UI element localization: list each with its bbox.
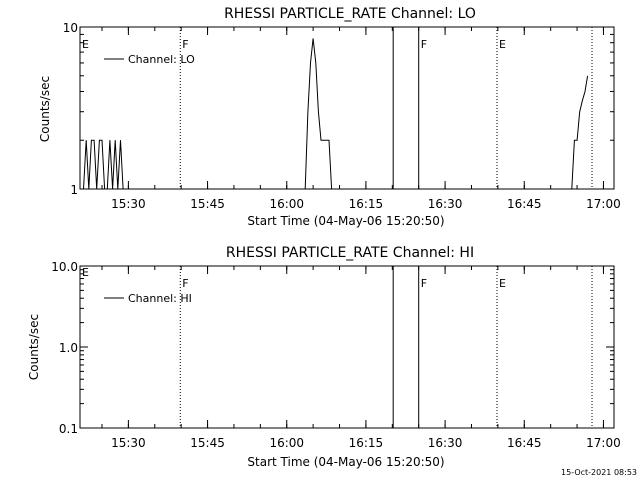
legend-label: Channel: HI — [128, 292, 192, 305]
x-tick-label: 15:45 — [190, 197, 225, 211]
x-tick-label: 16:00 — [269, 436, 304, 450]
x-tick-label: 16:45 — [507, 436, 542, 450]
x-tick-label: 17:00 — [586, 436, 621, 450]
x-axis-label: Start Time (04-May-06 15:20:50) — [247, 214, 444, 228]
x-tick-label: 15:30 — [111, 436, 146, 450]
legend-label: Channel: LO — [128, 53, 195, 66]
footer-timestamp: 15-Oct-2021 08:53 — [561, 468, 637, 477]
plot-frame — [79, 265, 615, 429]
event-marker-label: E — [499, 38, 506, 51]
x-tick-label: 16:30 — [428, 197, 463, 211]
y-tick-label: 10 — [63, 21, 78, 35]
chart-panel-hi: RHESSI PARTICLE_RATE Channel: HI Counts/… — [27, 245, 621, 469]
chart-panel-lo: RHESSI PARTICLE_RATE Channel: LO Counts/… — [38, 6, 621, 228]
x-tick-label: 16:45 — [507, 197, 542, 211]
y-axis-label: Counts/sec — [38, 76, 52, 142]
chart-title: RHESSI PARTICLE_RATE Channel: LO — [224, 6, 476, 22]
x-tick-label: 16:30 — [428, 436, 463, 450]
x-axis-label: Start Time (04-May-06 15:20:50) — [247, 455, 444, 469]
series-line — [83, 38, 589, 190]
corner-label: E — [82, 38, 89, 51]
corner-label: E — [82, 266, 89, 279]
event-marker-label: F — [182, 38, 188, 51]
x-tick-label: 17:00 — [586, 197, 621, 211]
x-tick-label: 16:15 — [349, 197, 384, 211]
y-tick-label: 1 — [70, 183, 78, 197]
event-marker-label: F — [421, 38, 427, 51]
x-tick-label: 15:45 — [190, 436, 225, 450]
x-tick-label: 16:00 — [269, 197, 304, 211]
y-tick-label: 0.1 — [59, 422, 78, 436]
y-axis-label: Counts/sec — [27, 314, 41, 380]
x-tick-label: 15:30 — [111, 197, 146, 211]
y-tick-label: 10.0 — [51, 260, 78, 274]
event-marker-label: F — [421, 277, 427, 290]
chart-title: RHESSI PARTICLE_RATE Channel: HI — [226, 245, 474, 261]
x-tick-label: 16:15 — [349, 436, 384, 450]
event-marker-label: F — [182, 277, 188, 290]
y-tick-label: 1.0 — [59, 341, 78, 355]
event-marker-label: E — [499, 277, 506, 290]
plot-frame — [79, 26, 615, 190]
